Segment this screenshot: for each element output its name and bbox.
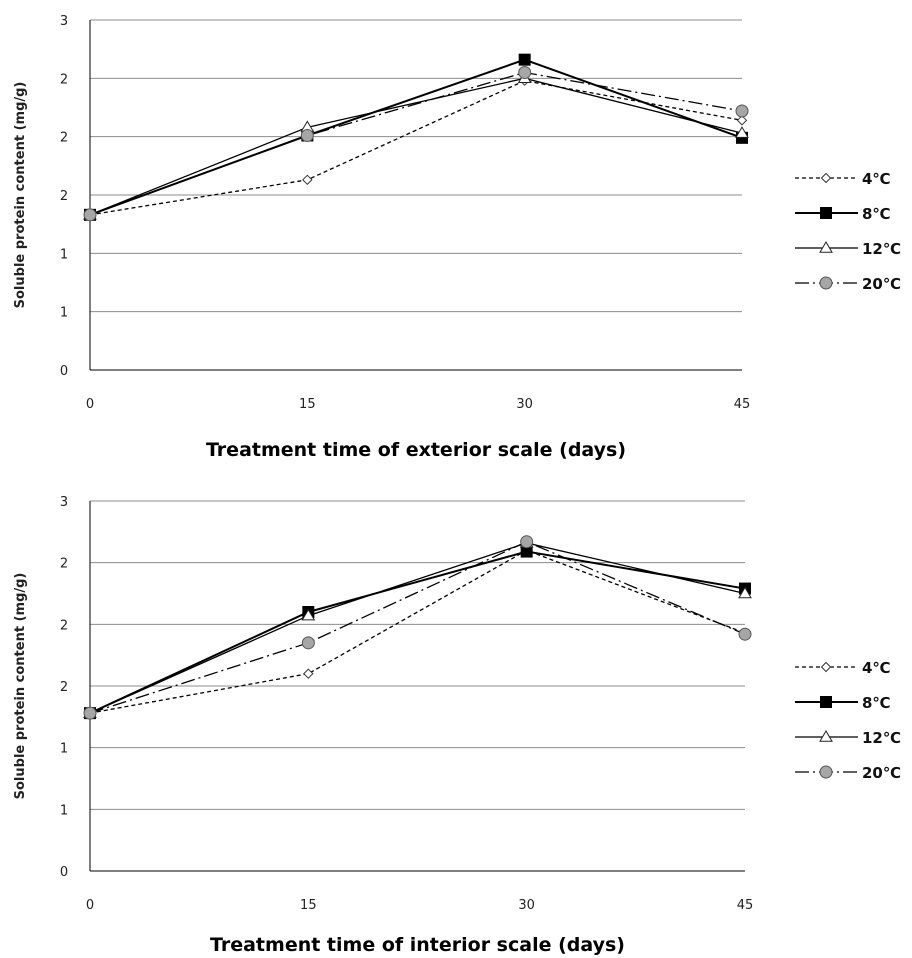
y-tick-label: 0 bbox=[60, 364, 68, 379]
y-axis-label: Soluble protein content (mg/g) bbox=[13, 573, 28, 800]
x-tick-label: 0 bbox=[86, 397, 94, 412]
x-axis-label: Treatment time of exterior scale (days) bbox=[206, 439, 626, 461]
y-tick-label: 0 bbox=[60, 865, 68, 880]
legend-marker bbox=[820, 207, 832, 219]
series-line-4 bbox=[89, 71, 743, 216]
data-point bbox=[301, 608, 316, 621]
x-tick-label: 30 bbox=[516, 397, 533, 412]
y-tick-label: 2 bbox=[60, 557, 68, 572]
data-point bbox=[518, 66, 532, 79]
x-tick-label: 30 bbox=[518, 898, 535, 913]
series-line-3 bbox=[89, 542, 746, 714]
series-line-2 bbox=[89, 58, 743, 216]
data-point bbox=[83, 208, 97, 222]
y-axis-label: Soluble protein content (mg/g) bbox=[13, 82, 28, 309]
legend-marker bbox=[819, 241, 833, 253]
series-line-1 bbox=[89, 79, 743, 216]
y-tick-label: 1 bbox=[60, 306, 68, 321]
data-point bbox=[303, 668, 314, 679]
series-line-4 bbox=[89, 540, 746, 714]
legend-marker bbox=[820, 696, 832, 708]
y-tick-label: 2 bbox=[60, 189, 68, 204]
legend-marker bbox=[820, 172, 832, 184]
x-tick-label: 15 bbox=[300, 898, 317, 913]
legend-marker bbox=[819, 730, 833, 742]
series-line-2 bbox=[89, 550, 746, 715]
data-point bbox=[738, 586, 752, 599]
x-tick-label: 45 bbox=[737, 898, 754, 913]
y-tick-label: 2 bbox=[60, 618, 68, 633]
legend-marker bbox=[819, 765, 833, 779]
data-point bbox=[735, 126, 749, 138]
legend-entry: 8℃ bbox=[862, 205, 891, 223]
y-tick-label: 2 bbox=[60, 72, 68, 87]
data-point bbox=[736, 115, 748, 126]
data-point bbox=[518, 53, 531, 66]
chart-exterior-scale: 0 1 1 2 2 2 3 0 15 30 45 Soluble protein content (m… bbox=[13, 14, 901, 461]
y-tick-label: 2 bbox=[60, 131, 68, 146]
legend-entry: 12℃ bbox=[862, 729, 901, 747]
series-line-1 bbox=[89, 549, 746, 714]
y-tick-label: 2 bbox=[60, 680, 68, 695]
x-tick-label: 45 bbox=[734, 397, 751, 412]
x-tick-label: 0 bbox=[86, 898, 94, 913]
legend-entry: 20℃ bbox=[862, 764, 901, 782]
legend-marker bbox=[820, 661, 832, 673]
legend-entry: 4℃ bbox=[862, 659, 891, 677]
legend-entry: 20℃ bbox=[862, 275, 901, 293]
y-tick-label: 1 bbox=[60, 742, 68, 757]
y-tick-label: 1 bbox=[60, 803, 68, 818]
y-tick-label: 3 bbox=[60, 14, 68, 29]
chart-interior-scale: 0 1 1 2 2 2 3 0 15 30 45 Soluble protein content (m… bbox=[0, 479, 912, 958]
data-point bbox=[300, 129, 314, 142]
data-point bbox=[735, 104, 749, 118]
data-point bbox=[83, 706, 97, 720]
legend-entry: 12℃ bbox=[862, 240, 901, 258]
y-tick-label: 1 bbox=[60, 247, 68, 262]
x-tick-label: 15 bbox=[299, 397, 316, 412]
legend-entry: 4℃ bbox=[862, 170, 891, 188]
legend-entry: 8℃ bbox=[862, 694, 891, 712]
legend-marker bbox=[819, 276, 833, 290]
data-point bbox=[738, 627, 752, 641]
y-tick-label: 3 bbox=[60, 495, 68, 510]
data-point bbox=[520, 535, 534, 549]
series-line-3 bbox=[89, 77, 743, 216]
x-axis-label: Treatment time of interior scale (days) bbox=[210, 934, 625, 956]
data-point bbox=[302, 174, 313, 186]
data-point bbox=[301, 636, 315, 650]
